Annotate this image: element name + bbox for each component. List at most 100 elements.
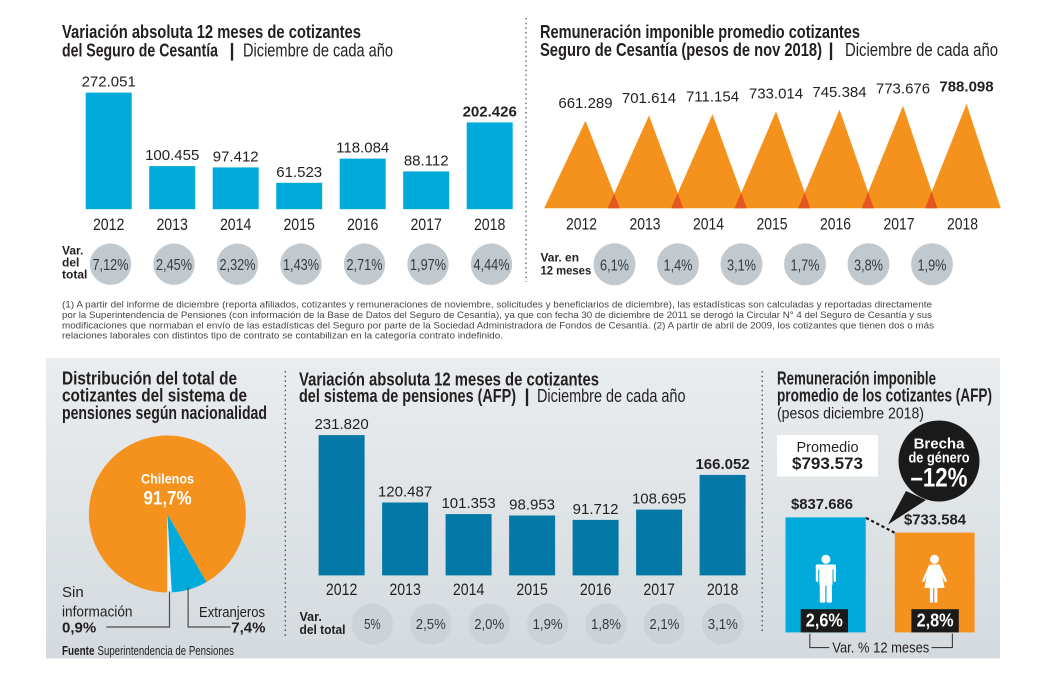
svg-text:Diciembre de cada año: Diciembre de cada año (537, 386, 686, 406)
svg-text:7,12%: 7,12% (93, 257, 129, 274)
svg-text:relaciones laborales con disti: relaciones laborales con distintos tipo … (62, 331, 503, 342)
svg-text:91,7%: 91,7% (144, 488, 192, 510)
svg-text:2013: 2013 (389, 580, 421, 599)
svg-text:Fuente: Fuente (62, 644, 95, 658)
svg-text:de género: de género (909, 450, 970, 467)
svg-text:Diciembre de cada año: Diciembre de cada año (845, 40, 998, 60)
svg-text:(pesos diciembre 2018): (pesos diciembre 2018) (777, 406, 924, 423)
svg-text:Variación absoluta 12 meses de: Variación absoluta 12 meses de cotizante… (62, 22, 361, 42)
svg-text:Superintendencia de Pensiones: Superintendencia de Pensiones (98, 644, 235, 658)
svg-text:cotizantes del sistema de: cotizantes del sistema de (62, 386, 247, 406)
svg-text:1,97%: 1,97% (410, 257, 446, 274)
svg-text:Var. % 12 meses: Var. % 12 meses (832, 640, 929, 657)
svg-text:2,45%: 2,45% (156, 257, 192, 274)
svg-text:Remuneración imponible: Remuneración imponible (777, 369, 936, 389)
svg-text:788.098: 788.098 (939, 78, 993, 95)
svg-text:2015: 2015 (283, 216, 315, 234)
svg-text:2018: 2018 (474, 216, 506, 234)
svg-text:información: información (62, 604, 133, 621)
svg-text:1,8%: 1,8% (591, 616, 621, 633)
svg-text:12 meses: 12 meses (541, 263, 592, 277)
svg-text:2018: 2018 (707, 580, 739, 599)
svg-text:modificaciones que normaban el: modificaciones que normaban el envío de … (62, 320, 934, 331)
svg-text:promedio de los cotizantes (AF: promedio de los cotizantes (AFP) (777, 386, 992, 406)
svg-text:711.154: 711.154 (686, 89, 739, 106)
svg-text:2015: 2015 (516, 580, 548, 599)
svg-text:del total: del total (300, 622, 346, 637)
svg-text:97.412: 97.412 (213, 148, 259, 165)
svg-text:3,1%: 3,1% (708, 616, 738, 633)
svg-text:2018: 2018 (947, 216, 978, 234)
svg-text:$793.573: $793.573 (792, 455, 863, 473)
svg-text:|: | (829, 40, 834, 60)
svg-text:91.712: 91.712 (573, 501, 619, 518)
svg-text:120.487: 120.487 (378, 484, 432, 501)
svg-text:2014: 2014 (453, 580, 485, 599)
svg-text:1,43%: 1,43% (283, 257, 319, 274)
svg-text:733.014: 733.014 (749, 86, 803, 103)
svg-text:2013: 2013 (630, 216, 661, 234)
svg-text:2016: 2016 (820, 216, 851, 234)
svg-text:2,5%: 2,5% (416, 616, 446, 633)
svg-text:88.112: 88.112 (404, 152, 449, 169)
svg-text:2,0%: 2,0% (474, 616, 504, 633)
svg-text:Variación absoluta 12 meses de: Variación absoluta 12 meses de cotizante… (299, 370, 599, 390)
svg-text:(1) A partir del informe de di: (1) A partir del informe de diciembre (r… (62, 300, 932, 311)
svg-text:Diciembre de cada año: Diciembre de cada año (243, 40, 393, 60)
svg-text:Promedio: Promedio (797, 439, 859, 456)
svg-text:Var.: Var. (300, 609, 322, 624)
svg-text:Remuneración imponible promedi: Remuneración imponible promedio cotizant… (540, 22, 860, 42)
svg-text:2012: 2012 (93, 216, 125, 234)
svg-text:2016: 2016 (347, 216, 379, 234)
svg-text:$733.584: $733.584 (904, 513, 966, 529)
svg-text:Brecha: Brecha (914, 435, 966, 452)
svg-text:Sin: Sin (62, 584, 84, 601)
svg-text:2012: 2012 (326, 580, 358, 599)
svg-text:Extranjeros: Extranjeros (199, 604, 265, 621)
svg-text:2,1%: 2,1% (649, 616, 679, 633)
svg-text:1,7%: 1,7% (791, 257, 820, 274)
svg-text:202.426: 202.426 (463, 103, 517, 120)
svg-text:4,44%: 4,44% (474, 257, 510, 274)
svg-text:2014: 2014 (220, 216, 252, 234)
svg-text:2017: 2017 (884, 216, 915, 234)
svg-text:2,8%: 2,8% (917, 611, 954, 631)
svg-text:1,9%: 1,9% (918, 257, 947, 274)
svg-text:del sistema de pensiones (AFP): del sistema de pensiones (AFP) (299, 386, 516, 406)
svg-text:–12%: –12% (911, 463, 968, 493)
svg-text:231.820: 231.820 (314, 416, 368, 433)
svg-text:0,9%: 0,9% (62, 620, 96, 637)
svg-text:|: | (230, 40, 235, 60)
svg-text:2013: 2013 (156, 216, 188, 234)
svg-text:total: total (62, 268, 87, 282)
svg-text:7,4%: 7,4% (231, 620, 265, 637)
svg-text:Var.: Var. (62, 244, 83, 258)
svg-text:del: del (62, 255, 79, 269)
svg-text:701.614: 701.614 (622, 90, 676, 107)
svg-text:272.051: 272.051 (82, 74, 136, 91)
svg-text:98.953: 98.953 (509, 497, 555, 514)
svg-text:1,4%: 1,4% (664, 257, 693, 274)
svg-text:Distribución del total de: Distribución del total de (62, 369, 237, 389)
svg-text:101.353: 101.353 (441, 495, 495, 512)
svg-text:745.384: 745.384 (812, 84, 866, 101)
svg-text:del Seguro de Cesantía: del Seguro de Cesantía (62, 40, 219, 60)
svg-text:2017: 2017 (643, 580, 675, 599)
svg-text:1,9%: 1,9% (533, 616, 563, 633)
svg-text:5%: 5% (364, 616, 381, 633)
svg-text:Chilenos: Chilenos (141, 471, 194, 487)
svg-text:Var. en: Var. en (541, 251, 580, 265)
svg-text:2016: 2016 (580, 580, 612, 599)
svg-text:2014: 2014 (693, 216, 724, 234)
svg-text:166.052: 166.052 (695, 456, 749, 473)
svg-text:2,6%: 2,6% (806, 611, 843, 631)
svg-text:|: | (525, 386, 530, 406)
svg-text:2015: 2015 (757, 216, 788, 234)
svg-text:2,32%: 2,32% (220, 257, 256, 274)
svg-text:2017: 2017 (410, 216, 442, 234)
svg-text:118.084: 118.084 (336, 140, 389, 157)
svg-text:Seguro de Cesantía (pesos de n: Seguro de Cesantía (pesos de nov 2018) (540, 40, 822, 60)
svg-text:pensiones según nacionalidad: pensiones según nacionalidad (62, 403, 267, 423)
svg-text:$837.686: $837.686 (791, 497, 853, 513)
svg-text:61.523: 61.523 (276, 164, 322, 181)
